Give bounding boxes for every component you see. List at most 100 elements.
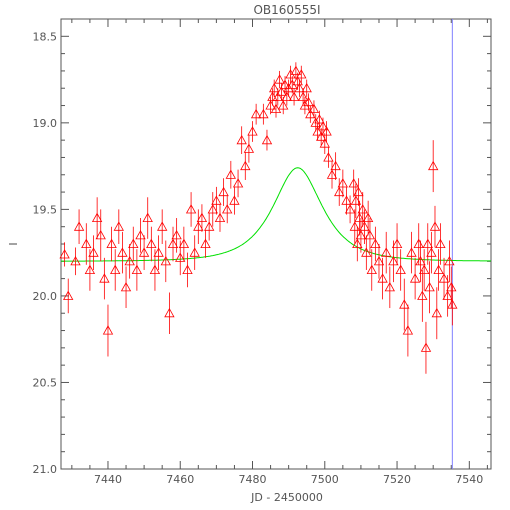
data-point [431,307,442,318]
data-point [312,126,323,136]
data-point [160,255,171,266]
data-point [247,126,258,136]
y-tick-label: 21.0 [33,463,58,476]
data-point [296,69,307,79]
data-point [113,221,124,231]
data-point [354,212,365,223]
data-point [362,212,374,223]
data-point [164,307,175,318]
data-point [81,238,92,249]
data-point [297,91,309,101]
data-point [279,79,291,89]
data-point [391,238,403,249]
data-point [196,212,208,223]
data-point [276,86,287,96]
y-tick-label: 19.5 [33,203,58,216]
model-curve [61,167,491,262]
data-point [330,160,341,171]
data-point [326,169,338,179]
data-point [178,238,190,249]
data-point [373,255,385,266]
data-point [153,247,164,257]
data-point [285,69,296,79]
y-tick-label: 20.0 [33,290,58,303]
data-point [265,100,276,110]
data-point [435,238,446,249]
data-point [395,264,406,275]
data-point [422,238,433,249]
data-point [142,212,153,223]
data-point [359,221,370,231]
data-point [214,212,226,223]
data-point [294,82,305,93]
data-point [349,221,360,231]
data-point [269,82,280,93]
data-point [258,108,269,119]
x-tick-label: 7500 [311,473,339,486]
data-point [59,249,70,259]
data-point [99,273,110,283]
data-point [120,281,132,292]
data-point [135,229,146,240]
data-point [110,264,121,275]
data-point [319,138,330,148]
data-point [305,108,316,119]
x-tick-label: 7480 [239,473,267,486]
data-point [124,255,135,266]
data-point [399,299,410,309]
data-point [63,290,74,300]
data-point [270,103,282,113]
data-point [200,238,211,249]
data-point [303,96,314,107]
data-point [377,273,388,283]
data-point [413,238,424,249]
data-point [138,247,150,257]
data-point [84,264,96,275]
y-tick-label: 20.5 [33,376,58,389]
y-tick-label: 18.5 [33,30,58,43]
data-point [334,186,345,197]
data-point [321,126,332,136]
data-point [429,221,441,231]
data-point [290,65,302,75]
data-point [175,252,186,262]
data-point [182,264,193,275]
data-point [288,91,300,101]
data-point [444,255,455,266]
data-point [402,325,414,335]
data-point [308,103,320,113]
data-point [442,290,453,300]
data-point [355,229,367,240]
data-point [281,91,292,101]
data-point [348,178,359,188]
data-point [189,247,200,257]
data-point [301,82,312,93]
data-point [88,247,99,257]
data-point [364,229,376,240]
data-point [381,247,392,257]
data-point [91,212,103,223]
data-point [366,264,377,275]
data-point [211,195,222,205]
data-point [225,169,236,179]
data-point [310,117,321,127]
data-point [446,281,457,292]
data-point [157,221,168,231]
data-point [337,178,348,188]
data-point [424,281,435,292]
data-point [171,229,182,240]
x-tick-label: 7440 [94,473,122,486]
x-tick-label: 7520 [383,473,411,486]
data-point [204,221,215,231]
data-point [388,255,399,266]
data-point [384,281,395,292]
data-point [218,186,229,197]
data-point [232,178,244,188]
data-point [146,238,157,249]
data-point [243,143,255,153]
data-point [314,114,325,124]
data-point [357,204,368,214]
x-tick-label: 7460 [166,473,194,486]
data-point [406,247,417,257]
x-tick-label: 7540 [455,473,483,486]
